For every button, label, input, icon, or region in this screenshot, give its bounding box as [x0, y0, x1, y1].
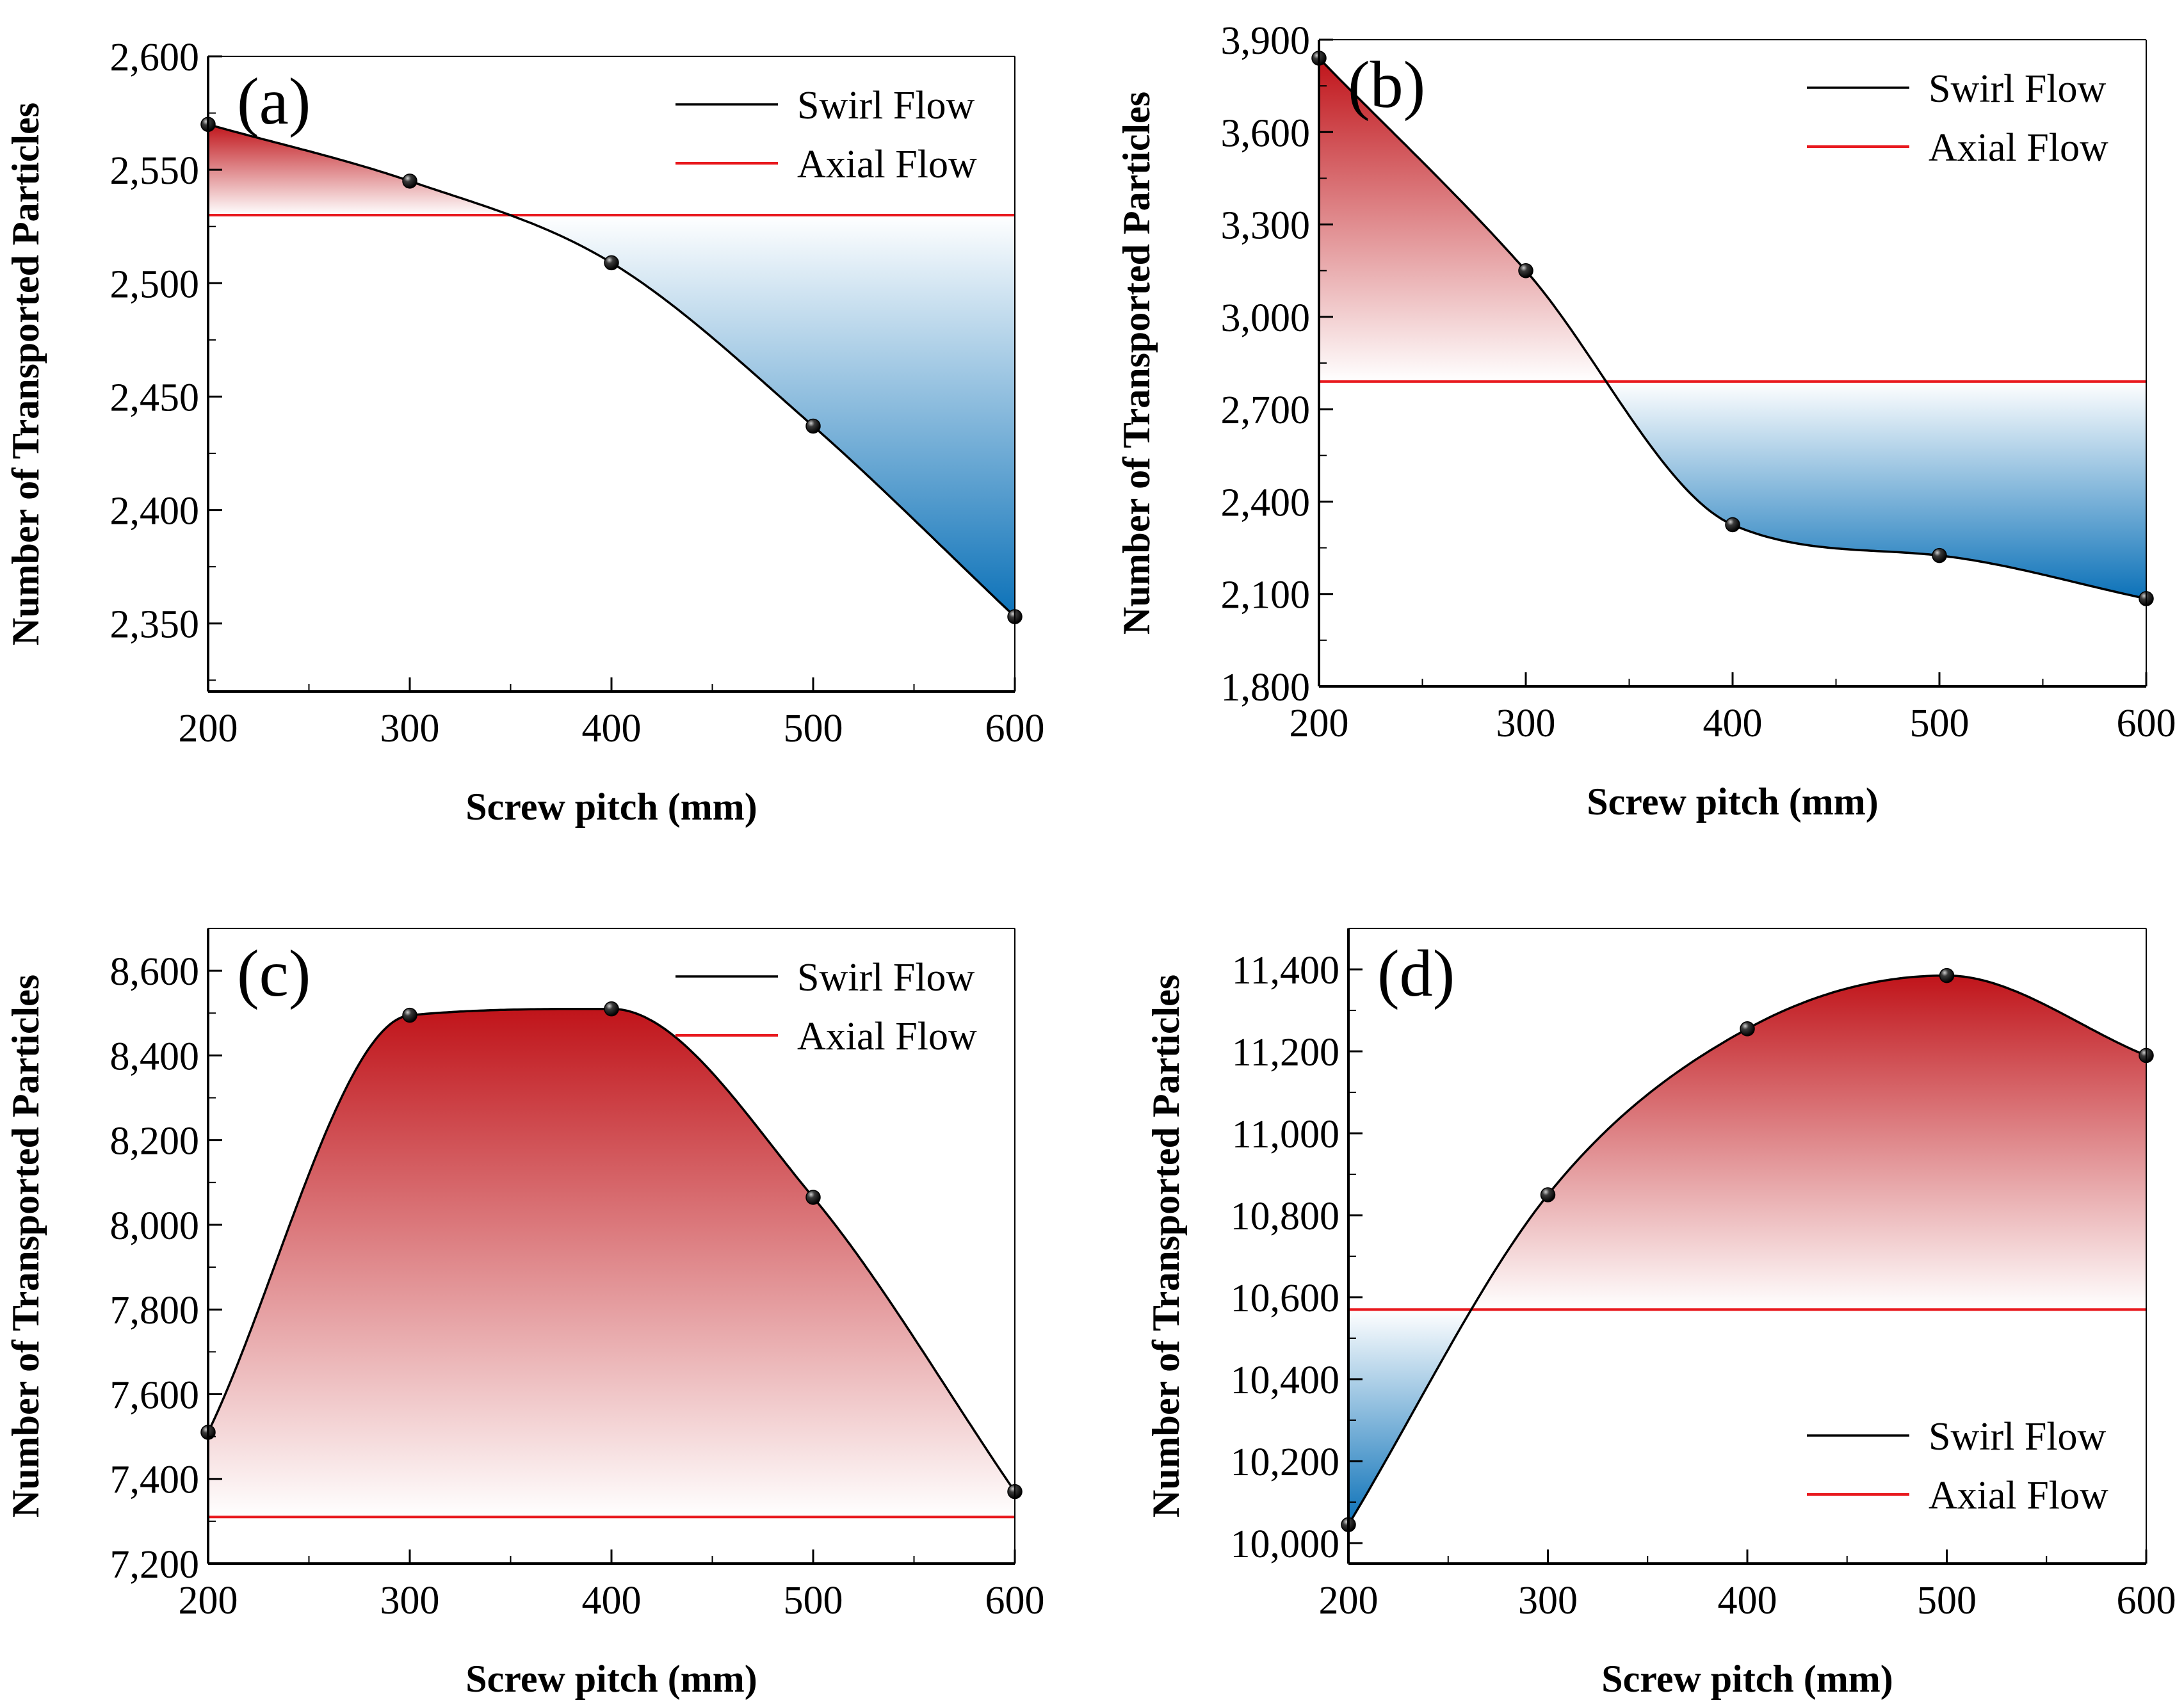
chart-panel-2: 200 300 400 500 600 7,200 7,400 7,600 7,800 8,000…: [4, 928, 1045, 1700]
y-tick-label: 2,600: [110, 36, 200, 79]
y-tick-label: 8,600: [110, 950, 200, 994]
y-tick-label: 11,200: [1232, 1031, 1339, 1074]
y-tick-label: 7,600: [110, 1373, 200, 1417]
x-tick-label: 400: [1718, 1579, 1777, 1622]
legend-swirl-label: Swirl Flow: [797, 84, 975, 127]
x-tick-label: 200: [179, 707, 238, 750]
x-tick-label: 200: [1319, 1579, 1379, 1622]
y-axis-title: Number of Transported Particles: [4, 102, 47, 645]
fill-below-axial: [1606, 381, 2146, 599]
y-tick-label: 2,500: [110, 263, 200, 306]
legend-axial-label: Axial Flow: [1929, 1474, 2108, 1517]
y-tick-label: 10,800: [1231, 1195, 1340, 1238]
legend-axial-label: Axial Flow: [797, 1015, 977, 1058]
y-tick-label: 11,000: [1232, 1113, 1339, 1156]
x-tick-label: 200: [1290, 702, 1349, 745]
swirl-data-point: [805, 1190, 821, 1205]
y-tick-label: 10,600: [1231, 1277, 1340, 1320]
x-tick-label: 400: [1703, 702, 1763, 745]
fill-above-axial: [1348, 975, 2146, 1310]
y-axis-title: Number of Transported Particles: [1145, 975, 1187, 1517]
y-tick-label: 8,200: [110, 1120, 200, 1163]
legend: Swirl Flow Axial Flow: [1807, 67, 2108, 170]
chart-panel-1: 200 300 400 500 600 1,800 2,100 2,400 2,700 3,000…: [1115, 19, 2176, 823]
y-tick-label: 2,450: [110, 376, 200, 419]
x-tick-label: 500: [784, 1579, 843, 1622]
x-tick-label: 300: [1496, 702, 1556, 745]
x-tick-label: 500: [784, 707, 843, 750]
y-tick-label: 7,400: [110, 1459, 200, 1502]
y-tick-label: 10,000: [1231, 1523, 1340, 1566]
legend-swirl-label: Swirl Flow: [1929, 1415, 2107, 1459]
swirl-data-point: [1740, 1021, 1755, 1037]
panel-label: (d): [1377, 937, 1455, 1010]
y-tick-label: 7,200: [110, 1543, 200, 1587]
y-tick-label: 8,000: [110, 1204, 200, 1248]
legend-swirl-label: Swirl Flow: [1929, 67, 2107, 111]
x-tick-label: 400: [582, 1579, 642, 1622]
x-tick-label: 200: [179, 1579, 238, 1622]
fill-below-axial: [1348, 1309, 2146, 1525]
swirl-data-point: [1540, 1187, 1556, 1202]
x-tick-label: 500: [1917, 1579, 1977, 1622]
y-tick-label: 3,000: [1221, 296, 1311, 340]
x-tick-label: 600: [2117, 1579, 2176, 1622]
y-tick-label: 7,800: [110, 1289, 200, 1332]
x-axis-title: Screw pitch (mm): [1601, 1658, 1893, 1700]
y-tick-label: 8,400: [110, 1035, 200, 1078]
legend: Swirl Flow Axial Flow: [675, 956, 977, 1058]
legend: Swirl Flow Axial Flow: [1807, 1415, 2108, 1517]
swirl-data-point: [402, 174, 417, 189]
y-tick-label: 3,300: [1221, 204, 1311, 248]
y-tick-label: 10,200: [1231, 1441, 1340, 1484]
x-tick-label: 500: [1910, 702, 1970, 745]
y-tick-label: 3,900: [1221, 19, 1311, 63]
chart-panel-0: 200 300 400 500 600 2,350 2,400 2,450 2,500 2,550…: [4, 36, 1045, 828]
swirl-data-point: [402, 1007, 417, 1023]
y-tick-label: 2,100: [1221, 574, 1311, 617]
swirl-data-point: [1518, 263, 1533, 279]
panel-label: (c): [237, 937, 311, 1010]
fill-above-axial: [1319, 58, 2146, 382]
x-tick-label: 400: [582, 707, 642, 750]
x-axis-title: Screw pitch (mm): [465, 786, 757, 828]
y-tick-label: 10,400: [1231, 1359, 1340, 1402]
swirl-data-point: [1939, 967, 1955, 983]
fill-above-axial: [208, 1008, 1015, 1517]
x-tick-label: 600: [985, 707, 1045, 750]
x-axis-title: Screw pitch (mm): [1587, 781, 1878, 823]
swirl-data-point: [1725, 517, 1740, 533]
y-axis-title: Number of Transported Particles: [1115, 92, 1158, 635]
fill-above-axial: [208, 124, 1015, 215]
swirl-data-point: [1932, 547, 1947, 563]
y-tick-label: 1,800: [1221, 666, 1311, 709]
y-tick-label: 2,400: [110, 490, 200, 533]
x-tick-label: 300: [1518, 1579, 1578, 1622]
y-tick-label: 2,400: [1221, 481, 1311, 524]
y-tick-label: 2,550: [110, 149, 200, 193]
fill-below-axial: [208, 215, 1015, 617]
swirl-data-point: [604, 1001, 619, 1017]
y-tick-label: 11,400: [1232, 949, 1339, 992]
swirl-data-point: [805, 418, 821, 434]
legend-axial-label: Axial Flow: [797, 143, 977, 186]
x-tick-label: 300: [380, 1579, 440, 1622]
panel-label: (b): [1348, 48, 1425, 122]
legend-swirl-label: Swirl Flow: [797, 956, 975, 999]
panel-label: (a): [237, 65, 311, 138]
legend: Swirl Flow Axial Flow: [675, 84, 977, 186]
x-tick-label: 600: [985, 1579, 1045, 1622]
legend-axial-label: Axial Flow: [1929, 126, 2108, 170]
y-tick-label: 2,350: [110, 603, 200, 647]
y-axis-title: Number of Transported Particles: [4, 975, 47, 1517]
x-tick-label: 600: [2117, 702, 2176, 745]
swirl-data-point: [604, 255, 619, 271]
y-tick-label: 2,700: [1221, 389, 1311, 432]
x-axis-title: Screw pitch (mm): [465, 1658, 757, 1700]
chart-panel-3: 200 300 400 500 600 10,000 10,200 10,400 10,600 1…: [1145, 928, 2176, 1700]
x-tick-label: 300: [380, 707, 440, 750]
y-tick-label: 3,600: [1221, 111, 1311, 155]
